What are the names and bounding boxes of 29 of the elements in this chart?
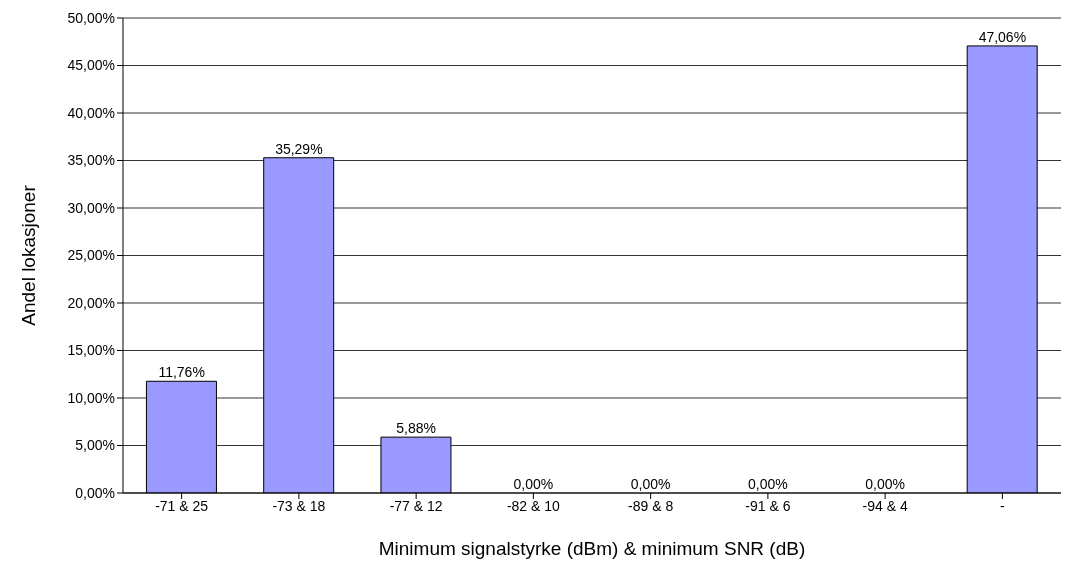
x-tick-label: -82 & 10 (506, 497, 561, 514)
data-label: 35,29% (275, 140, 323, 157)
data-label: 0,00% (748, 476, 788, 492)
data-label: 0,00% (630, 476, 671, 492)
x-tick-label: -77 & 12 (389, 497, 443, 514)
x-tick-label: -94 & 4 (862, 497, 908, 514)
y-tick-label: 0,00% (75, 484, 115, 501)
y-tick-label: 5,00% (75, 437, 115, 454)
data-label: 11,76% (158, 364, 205, 381)
data-label: 5,88% (396, 420, 436, 437)
data-label: 47,06% (978, 28, 1027, 45)
y-tick-label: 50,00% (67, 9, 115, 26)
x-tick-label: -71 & 25 (155, 497, 209, 514)
x-tick-label: -73 & 18 (272, 497, 326, 514)
x-tick-label: -89 & 8 (628, 497, 674, 514)
x-axis-title: Minimum signalstyrke (dBm) & minimum SNR (dB) (378, 538, 806, 559)
data-label: 0,00% (513, 476, 554, 492)
y-tick-label: 40,00% (67, 104, 115, 121)
x-tick-label: -91 & 6 (745, 497, 791, 514)
y-tick-label: 25,00% (67, 247, 115, 264)
y-tick-label: 35,00% (67, 152, 115, 169)
y-tick-label: 15,00% (67, 342, 115, 359)
y-axis-title: Andel lokasjoner (17, 184, 39, 326)
y-tick-label: 45,00% (67, 57, 115, 74)
y-tick-label: 30,00% (67, 199, 115, 216)
y-tick-label: 20,00% (67, 294, 115, 311)
data-label: 0,00% (865, 476, 905, 492)
x-tick-label: - (1000, 497, 1006, 514)
y-tick-label: 10,00% (67, 389, 115, 406)
